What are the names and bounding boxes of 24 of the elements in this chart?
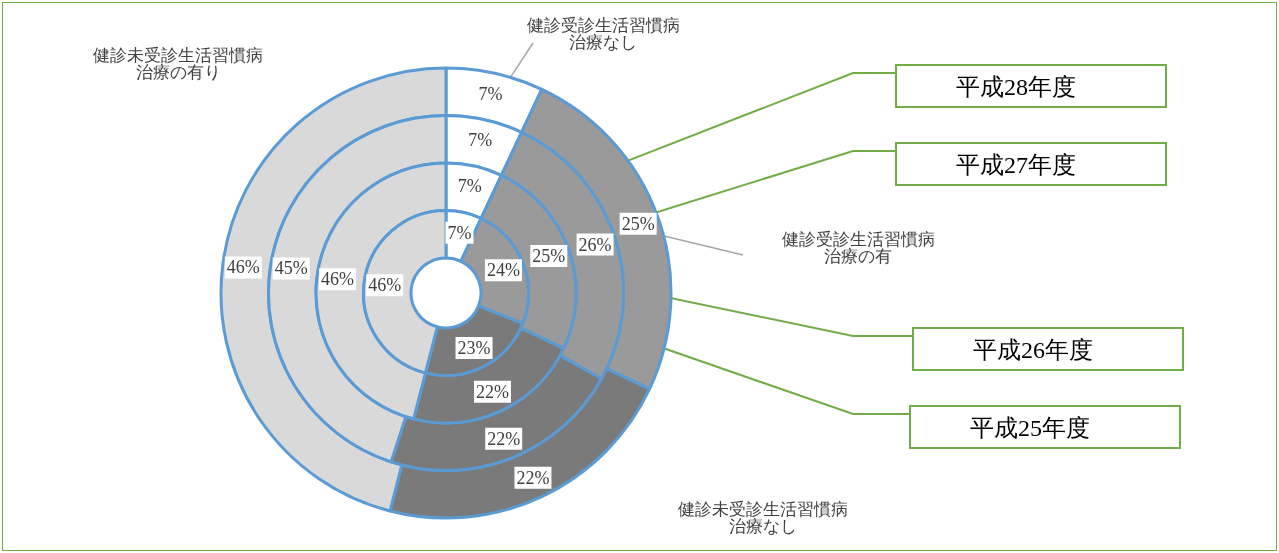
data-label: 23% xyxy=(457,338,491,359)
data-label: 46% xyxy=(226,257,260,278)
data-label: 7% xyxy=(457,176,482,197)
slice-label: 平成27年度 xyxy=(956,152,1076,178)
data-label: 46% xyxy=(321,269,355,290)
slice-label: 健診受診生活習慣病治療なし xyxy=(526,16,680,52)
data-label: 25% xyxy=(532,245,566,266)
data-label: 22% xyxy=(476,381,510,402)
data-label: 46% xyxy=(368,275,402,296)
slice-label: 健診未受診生活習慣病治療なし xyxy=(678,500,848,536)
data-label: 45% xyxy=(274,258,308,279)
data-label: 25% xyxy=(621,213,655,234)
slice-label: 平成25年度 xyxy=(970,415,1090,441)
slice-label: 平成28年度 xyxy=(956,74,1076,100)
data-label: 24% xyxy=(486,260,520,281)
slice-label: 平成26年度 xyxy=(973,337,1093,363)
data-label: 22% xyxy=(487,428,521,449)
data-label: 22% xyxy=(516,467,550,488)
slice-label: 健診未受診生活習慣病治療の有り xyxy=(93,46,263,82)
data-label: 7% xyxy=(478,83,503,104)
data-label: 7% xyxy=(447,222,472,243)
slice-label: 健診受診生活習慣病治療の有 xyxy=(781,230,935,266)
data-label: 7% xyxy=(468,130,493,151)
data-label: 26% xyxy=(578,234,612,255)
